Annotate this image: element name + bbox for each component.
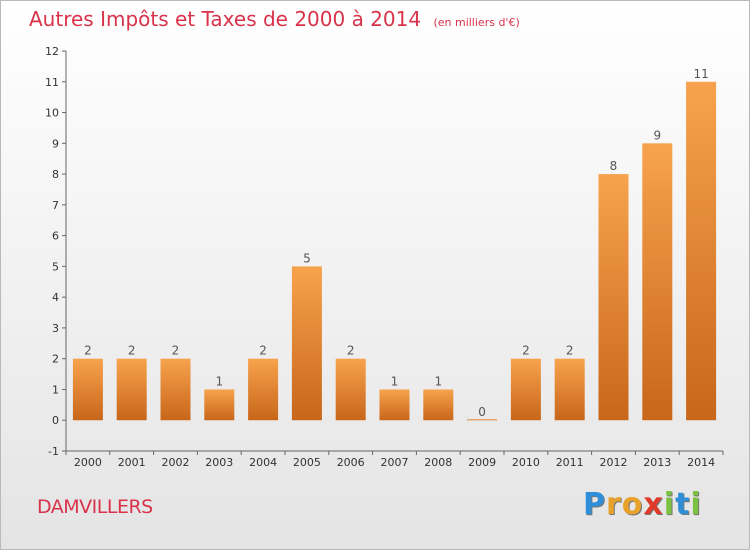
y-tick-label: 2: [52, 353, 59, 366]
logo-letter: t: [675, 487, 691, 522]
x-tick-label-2004: 2004: [249, 456, 277, 469]
x-tick-label-2008: 2008: [424, 456, 452, 469]
logo-letter: r: [606, 487, 622, 522]
bar-2002: [160, 358, 191, 421]
bar-2012: [598, 174, 629, 421]
data-label-2001: 2: [128, 344, 136, 358]
logo-letter: i: [663, 487, 676, 522]
y-tick-label: 1: [52, 383, 59, 396]
data-label-2010: 2: [522, 344, 530, 358]
data-label-2005: 5: [303, 251, 311, 265]
x-tick-label-2009: 2009: [468, 456, 496, 469]
x-tick-label-2013: 2013: [643, 456, 671, 469]
bar-2001: [116, 358, 147, 421]
y-tick-label: -1: [48, 445, 59, 458]
y-tick-label: 6: [52, 230, 59, 243]
bar-2005: [291, 266, 322, 421]
chart-bars: [72, 81, 717, 421]
bar-2004: [248, 358, 279, 421]
data-label-2007: 1: [391, 374, 399, 388]
bar-2000: [72, 358, 103, 421]
x-tick-label-2014: 2014: [687, 456, 715, 469]
x-tick-label-2001: 2001: [118, 456, 146, 469]
chart-title: Autres Impôts et Taxes de 2000 à 2014 (e…: [29, 7, 520, 31]
logo-letter: i: [690, 487, 702, 522]
bar-2008: [423, 389, 454, 421]
logo-letter: P: [583, 487, 606, 522]
bar-2010: [510, 358, 541, 421]
data-label-2009: 0: [478, 405, 486, 419]
logo-letter: x: [643, 487, 664, 522]
x-tick-label-2006: 2006: [337, 456, 365, 469]
data-label-2011: 2: [566, 344, 574, 358]
x-tick-label-2005: 2005: [293, 456, 321, 469]
bar-2011: [554, 358, 585, 421]
proxiti-logo: Proxiti: [583, 487, 702, 522]
bar-2003: [204, 389, 235, 421]
bar-2009: [467, 419, 498, 421]
x-tick-label-2012: 2012: [600, 456, 628, 469]
data-label-2004: 2: [259, 344, 267, 358]
x-tick-label-2011: 2011: [556, 456, 584, 469]
x-tick-label-2003: 2003: [205, 456, 233, 469]
data-label-2006: 2: [347, 344, 355, 358]
bar-2014: [686, 81, 717, 421]
logo-letter: o: [621, 487, 644, 522]
x-tick-label-2000: 2000: [74, 456, 102, 469]
place-name: DAMVILLERS: [37, 496, 153, 518]
chart-title-text: Autres Impôts et Taxes de 2000 à 2014: [29, 7, 422, 31]
x-tick-label-2007: 2007: [381, 456, 409, 469]
bar-2006: [335, 358, 366, 421]
data-label-2000: 2: [84, 344, 92, 358]
data-label-2013: 9: [653, 128, 661, 142]
chart-subtitle: (en milliers d'€): [433, 16, 520, 29]
y-tick-label: 8: [52, 168, 59, 181]
y-tick-label: 3: [52, 322, 59, 335]
x-tick-label-2002: 2002: [162, 456, 190, 469]
y-tick-label: 7: [52, 199, 59, 212]
y-tick-label: 5: [52, 260, 59, 273]
x-tick-label-2010: 2010: [512, 456, 540, 469]
y-tick-label: 4: [52, 291, 59, 304]
bar-2007: [379, 389, 410, 421]
y-tick-label: 9: [52, 137, 59, 150]
data-label-2003: 1: [215, 374, 223, 388]
bar-2013: [642, 143, 673, 421]
data-label-2012: 8: [610, 159, 618, 173]
data-label-2014: 11: [693, 67, 708, 81]
y-tick-label: 0: [52, 414, 59, 427]
data-label-2008: 1: [434, 374, 442, 388]
data-label-2002: 2: [172, 344, 180, 358]
y-tick-label: 12: [45, 45, 59, 58]
y-tick-label: 10: [45, 107, 59, 120]
y-tick-label: 11: [45, 76, 59, 89]
